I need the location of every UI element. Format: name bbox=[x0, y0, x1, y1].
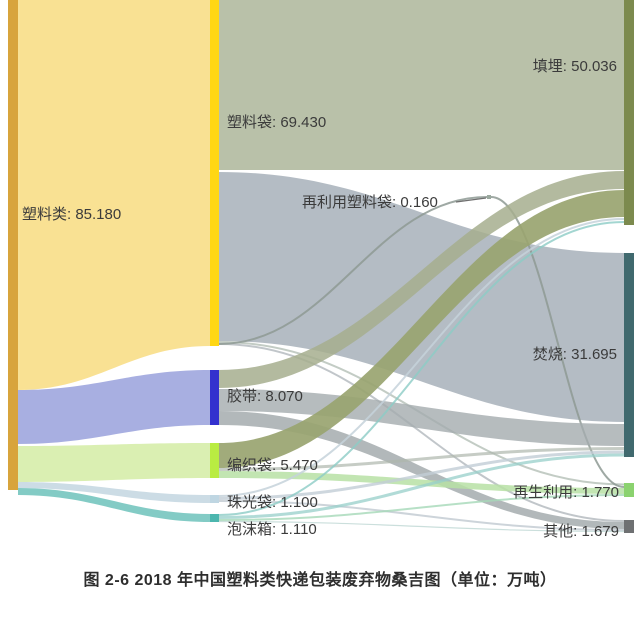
node-foam-box bbox=[210, 514, 219, 522]
flow-pearl-bag-to-landfill bbox=[218, 218, 625, 497]
flow-plastics-to-pearl-bag bbox=[18, 482, 210, 503]
node-label-other: 其他: 1.679 bbox=[543, 523, 619, 540]
flow-plastic-bag-to-landfill bbox=[219, 0, 624, 170]
flow-plastics-to-woven-bag bbox=[18, 443, 210, 482]
flow-woven-bag-to-landfill bbox=[219, 190, 624, 468]
figure-caption: 图 2-6 2018 年中国塑料类快递包装废弃物桑吉图（单位：万吨） bbox=[83, 572, 557, 589]
sankey-chart: 塑料类: 85.180 塑料袋: 69.430 再利用塑料袋: 0.160 胶带: 8… bbox=[8, 0, 634, 540]
flow-woven-bag-to-incineration bbox=[218, 447, 625, 471]
sankey-svg: 塑料类: 85.180 塑料袋: 69.430 再利用塑料袋: 0.160 胶带: 8… bbox=[8, 0, 634, 540]
node-label-recycling: 再生利用: 1.770 bbox=[513, 484, 619, 501]
flow-foam-box-to-landfill bbox=[218, 221, 625, 516]
node-label-landfill: 填埋: 50.036 bbox=[533, 58, 617, 75]
flow-tape-to-incineration bbox=[219, 389, 624, 446]
flow-plastics-to-plastic-bag bbox=[18, 0, 210, 390]
node-label-tape: 胶带: 8.070 bbox=[227, 388, 303, 405]
node-label-pearl-bag: 珠光袋: 1.100 bbox=[227, 494, 318, 511]
node-label-reused-plastic-bag: 再利用塑料袋: 0.160 bbox=[302, 194, 438, 211]
flow-tape-to-landfill bbox=[219, 171, 624, 388]
flow-pearl-bag-to-incineration bbox=[218, 450, 625, 500]
flow-tape-to-other bbox=[219, 411, 624, 529]
node-tape bbox=[210, 370, 219, 425]
flow-foam-box-to-other bbox=[218, 520, 625, 533]
node-pearl-bag bbox=[210, 495, 219, 503]
node-other bbox=[624, 520, 634, 533]
flow-plastics-to-foam-box bbox=[18, 488, 210, 522]
flow-plastic-bag-to-incineration bbox=[219, 172, 624, 422]
node-woven-bag bbox=[210, 443, 219, 478]
flow-foam-box-to-incineration bbox=[218, 453, 625, 519]
flow-plastic-bag-to-reused-plastic-bag bbox=[218, 196, 488, 345]
flow-foam-box-to-recycling bbox=[218, 494, 625, 521]
node-plastics bbox=[8, 0, 18, 490]
node-reused-plastic-bag bbox=[487, 195, 491, 199]
flow-pearl-bag-to-other bbox=[218, 500, 625, 531]
flow-plastic-bag-to-other bbox=[218, 343, 625, 522]
node-label-plastics: 塑料类: 85.180 bbox=[22, 206, 121, 223]
node-landfill bbox=[624, 0, 634, 225]
reused-plastic-bag-leader-line bbox=[455, 197, 487, 203]
node-label-plastic-bag: 塑料袋: 69.430 bbox=[227, 114, 326, 131]
node-label-incineration: 焚烧: 31.695 bbox=[533, 346, 617, 363]
node-label-woven-bag: 编织袋: 5.470 bbox=[227, 457, 318, 474]
node-recycling bbox=[624, 483, 634, 497]
node-label-foam-box: 泡沫箱: 1.110 bbox=[227, 521, 317, 538]
flow-plastics-to-tape bbox=[18, 370, 210, 444]
node-incineration bbox=[624, 253, 634, 457]
node-plastic-bag bbox=[210, 0, 219, 346]
